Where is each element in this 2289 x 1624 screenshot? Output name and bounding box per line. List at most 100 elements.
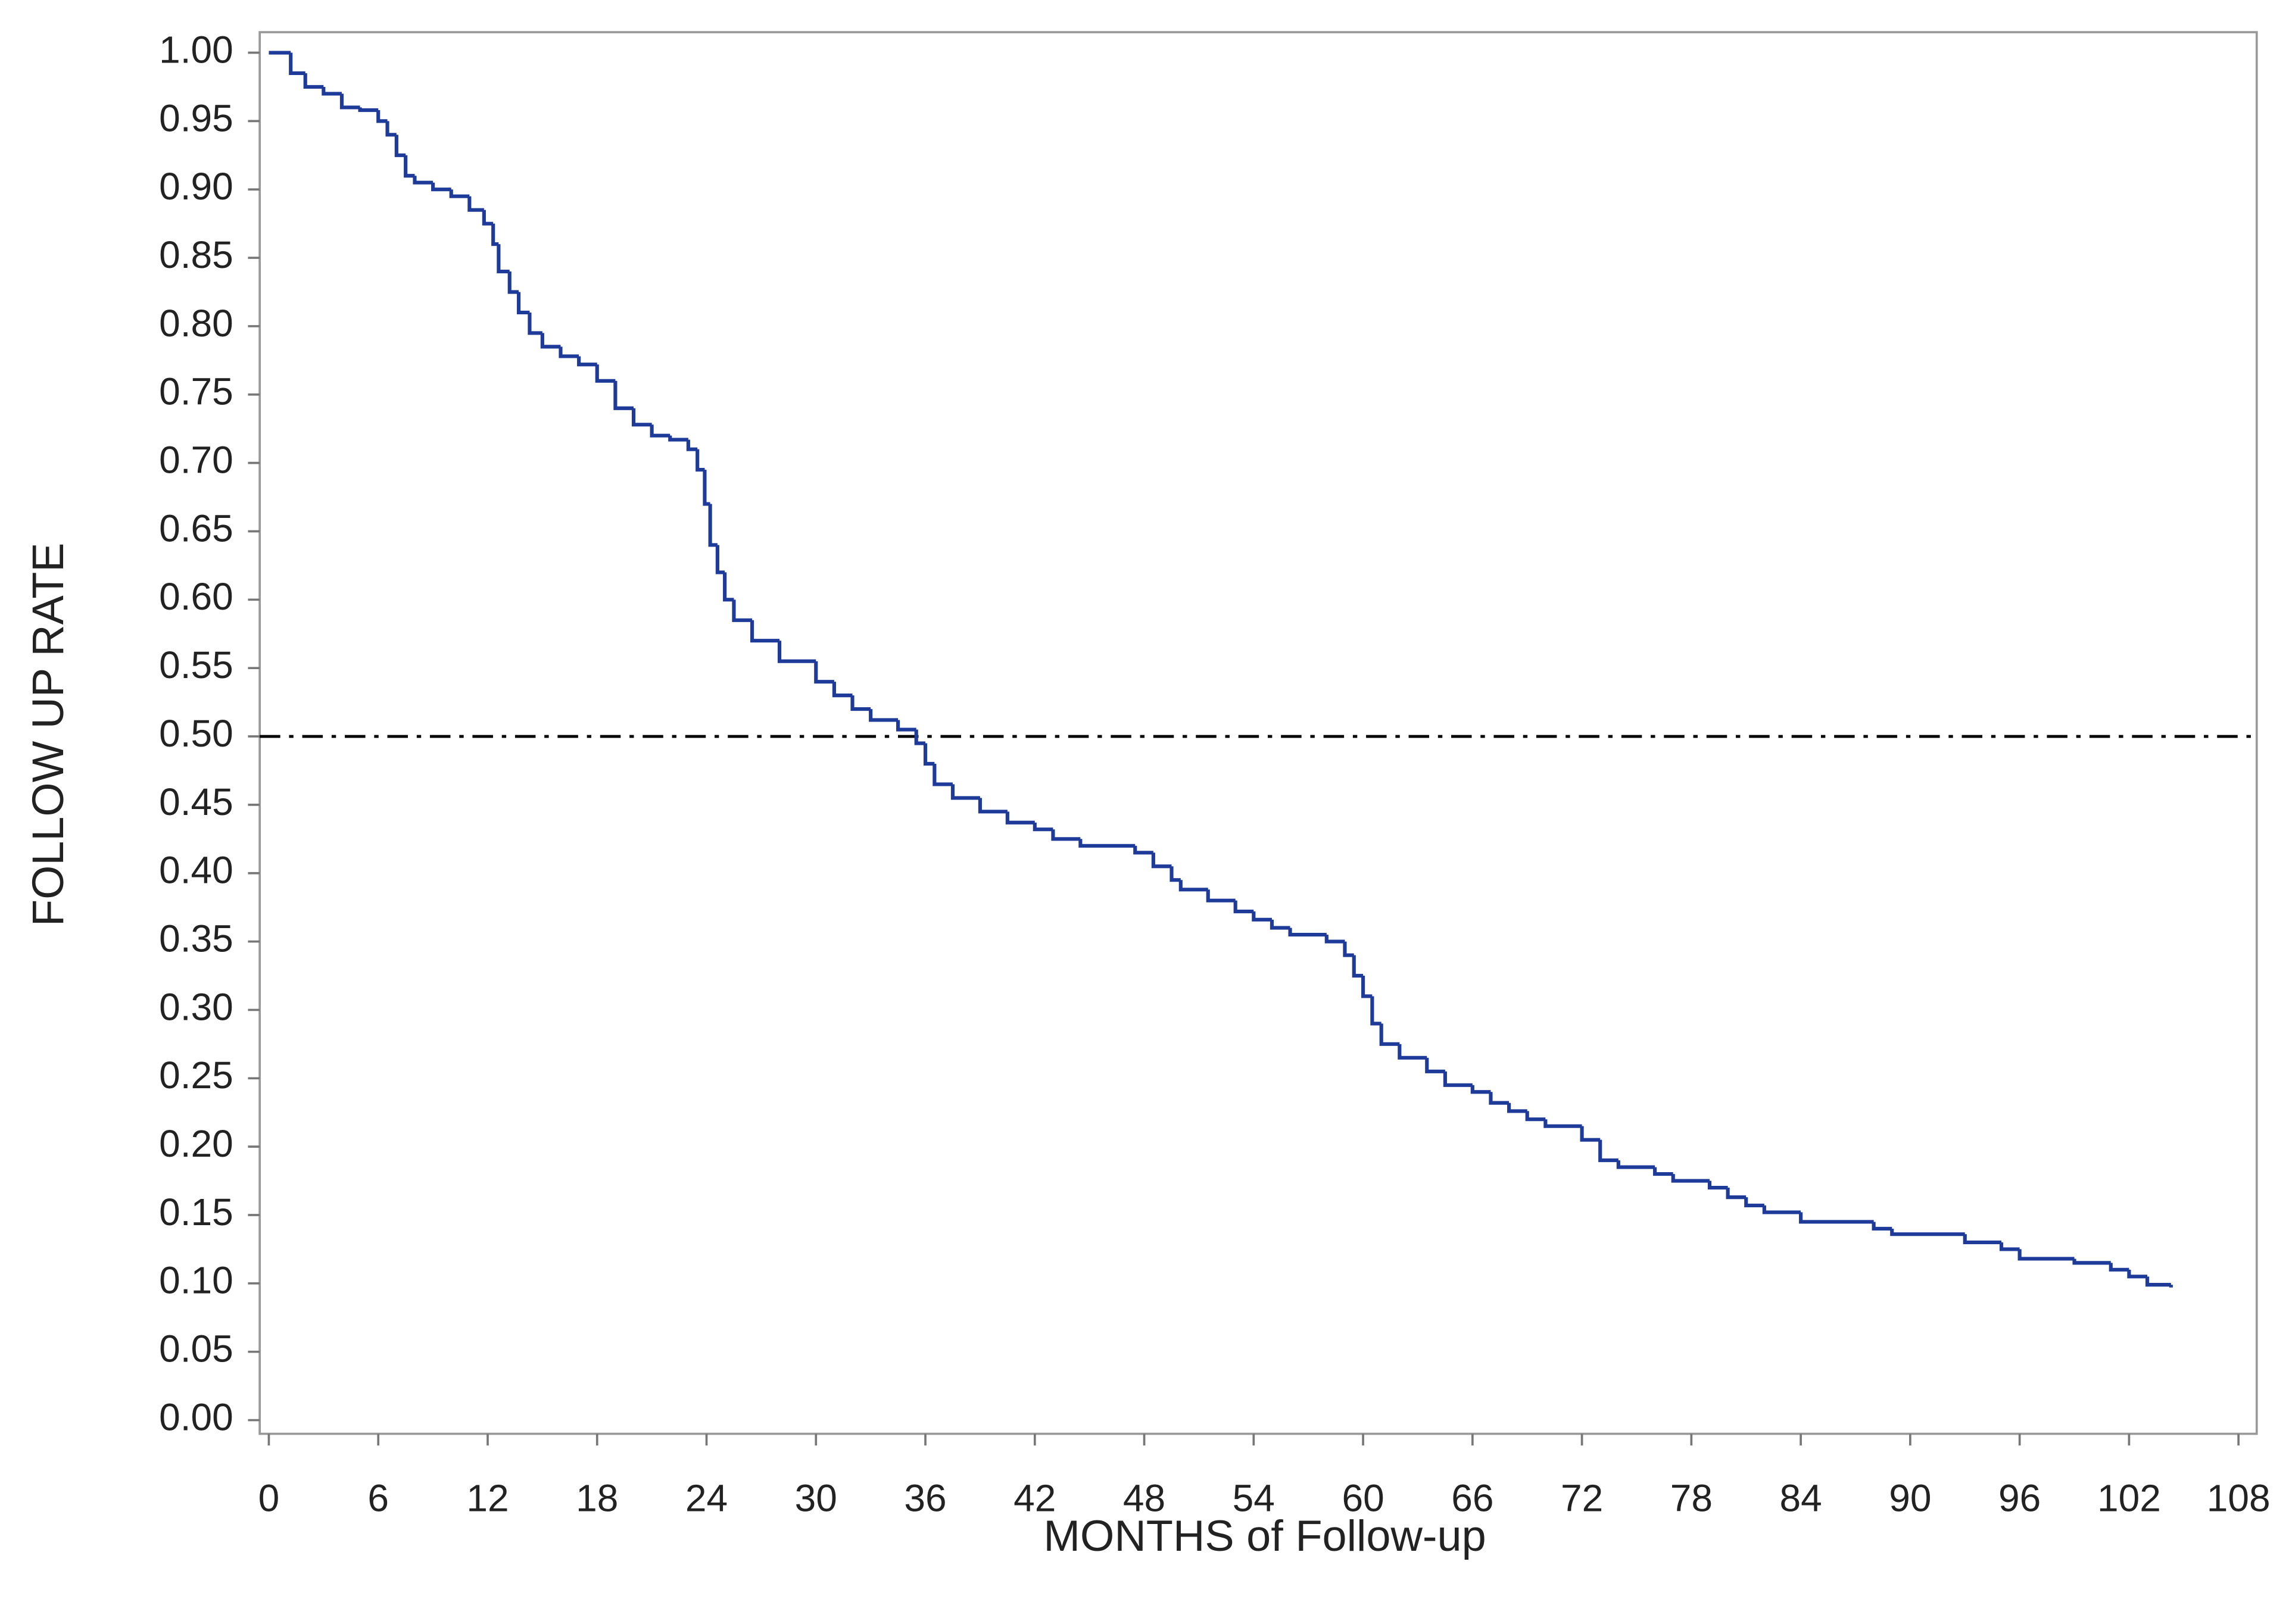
step-segment <box>1762 1205 1801 1214</box>
step-segment <box>1398 1044 1427 1060</box>
step-segment <box>1133 845 1153 855</box>
step-segment <box>1324 935 1345 944</box>
x-tick-label: 108 <box>2207 1477 2271 1520</box>
x-tick-label: 60 <box>1342 1477 1384 1520</box>
step-segment <box>358 107 379 113</box>
step-segment <box>413 176 434 185</box>
step-segment <box>2127 1269 2148 1279</box>
step-segment <box>1525 1111 1546 1122</box>
plot-frame <box>258 31 2258 1435</box>
step-segment <box>1489 1092 1510 1105</box>
step-segment <box>1726 1188 1747 1200</box>
x-tick-label: 6 <box>367 1477 389 1520</box>
step-segment <box>1379 1023 1400 1046</box>
step-segment <box>322 86 342 96</box>
x-tick-label: 24 <box>685 1477 728 1520</box>
step-segment <box>896 720 916 732</box>
step-segment <box>703 470 710 506</box>
y-axis-label: FOLLOW UP RATE <box>23 543 73 926</box>
step-segment <box>394 135 406 157</box>
step-segment <box>1270 919 1290 930</box>
step-segment <box>2109 1263 2129 1272</box>
step-segment <box>289 52 305 76</box>
step-segment <box>1653 1167 1673 1176</box>
step-segment <box>933 763 953 786</box>
x-tick-label: 48 <box>1123 1477 1165 1520</box>
x-tick-label: 54 <box>1233 1477 1275 1520</box>
x-tick-label: 0 <box>258 1477 280 1520</box>
y-tick-label: 0.00 <box>159 1395 233 1438</box>
step-segment <box>1507 1103 1527 1113</box>
step-segment <box>507 271 519 294</box>
y-tick-label: 0.40 <box>159 849 233 892</box>
y-tick-label: 0.75 <box>159 370 233 413</box>
y-tick-label: 0.65 <box>159 507 233 549</box>
step-segment <box>1352 955 1364 978</box>
step-segment <box>686 439 698 451</box>
step-segment <box>1370 996 1381 1026</box>
step-segment <box>1343 941 1354 957</box>
step-segment <box>1598 1139 1618 1163</box>
step-segment <box>528 312 542 335</box>
step-segment <box>668 435 688 442</box>
y-tick-label: 0.55 <box>159 644 233 686</box>
step-segment <box>696 449 705 472</box>
step-segment <box>1443 1071 1473 1087</box>
step-segment <box>869 709 899 722</box>
step-segment <box>950 784 980 800</box>
x-axis-label: MONTHS of Follow-up <box>1043 1511 1486 1560</box>
step-segment <box>978 798 1008 814</box>
step-segment <box>1890 1228 1965 1236</box>
step-segment <box>1288 927 1327 937</box>
step-segment <box>577 356 597 367</box>
y-tick-label: 0.90 <box>159 165 233 208</box>
y-tick-label: 0.60 <box>159 575 233 618</box>
step-segment <box>923 743 935 766</box>
step-segment <box>850 695 871 711</box>
x-tick-label: 18 <box>576 1477 618 1520</box>
x-tick-label: 36 <box>904 1477 946 1520</box>
step-segment <box>467 196 484 212</box>
step-segment <box>1543 1119 1582 1128</box>
x-tick-label: 66 <box>1451 1477 1493 1520</box>
step-segment <box>385 121 397 137</box>
step-segment <box>914 729 926 745</box>
step-segment <box>1580 1126 1601 1142</box>
step-segment <box>449 189 470 198</box>
step-segment <box>777 641 816 663</box>
step-segment <box>1707 1180 1728 1190</box>
step-segment <box>613 380 634 410</box>
step-segment <box>2072 1258 2111 1265</box>
step-segment <box>540 333 561 349</box>
step-segment <box>1078 839 1136 848</box>
step-segment <box>2145 1276 2171 1287</box>
x-tick-label: 42 <box>1013 1477 1056 1520</box>
x-tick-label: 72 <box>1561 1477 1603 1520</box>
step-segment <box>404 155 415 178</box>
x-tick-label: 78 <box>1670 1477 1713 1520</box>
x-tick-label: 96 <box>1998 1477 2041 1520</box>
step-segment <box>1170 866 1181 882</box>
y-tick-label: 0.95 <box>159 96 233 139</box>
step-segment <box>723 572 734 602</box>
step-segment <box>1470 1085 1491 1094</box>
step-segment <box>2017 1249 2075 1261</box>
step-segment <box>1425 1057 1445 1073</box>
step-segment <box>303 73 324 89</box>
step-segment <box>732 599 753 622</box>
x-tick-label: 84 <box>1779 1477 1822 1520</box>
x-tick-label: 12 <box>466 1477 509 1520</box>
x-tick-label: 90 <box>1889 1477 1931 1520</box>
x-tick-label: 102 <box>2097 1477 2161 1520</box>
step-segment <box>1233 900 1254 914</box>
y-tick-label: 0.70 <box>159 439 233 482</box>
y-tick-label: 0.20 <box>159 1122 233 1165</box>
step-segment <box>1963 1234 2002 1244</box>
y-tick-label: 0.30 <box>159 985 233 1028</box>
step-segment <box>750 620 780 643</box>
step-segment <box>814 661 834 684</box>
y-tick-label: 0.10 <box>159 1259 233 1302</box>
step-segment <box>1005 811 1035 825</box>
